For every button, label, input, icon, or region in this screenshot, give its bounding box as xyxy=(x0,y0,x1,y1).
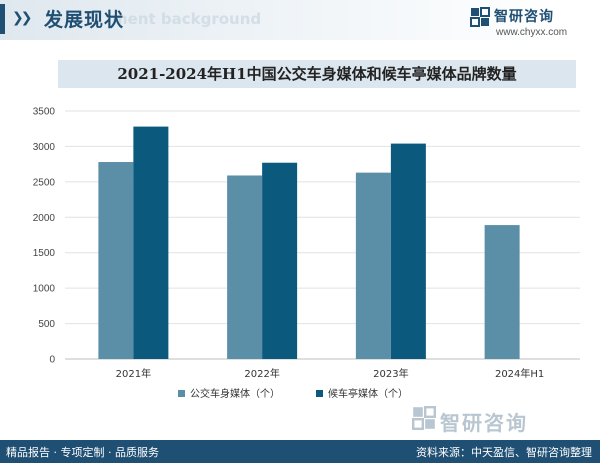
section-header: ❯❯ ment background 发展现状 智研咨询 www.chyxx.c… xyxy=(0,0,600,44)
legend-label: 公交车身媒体（个） xyxy=(190,387,280,400)
watermark-logo-icon xyxy=(412,406,436,430)
x-tick-label: 2021年 xyxy=(116,367,151,380)
legend-label: 候车亭媒体（个） xyxy=(328,387,408,400)
y-tick-label: 2000 xyxy=(33,213,56,224)
bar-bus-shelter xyxy=(133,126,169,360)
y-tick-label: 2500 xyxy=(33,177,56,188)
header-background xyxy=(0,0,560,40)
x-tick-label: 2022年 xyxy=(244,367,279,380)
y-tick-label: 0 xyxy=(49,355,55,366)
x-tick-label: 2024年H1 xyxy=(495,367,544,380)
bar-chart: 0 500 1000 1500 2000 2500 3000 3500 2021年 2022年 20… xyxy=(33,107,580,400)
watermark-text: 智研咨询 xyxy=(440,411,528,435)
y-tick-label: 3000 xyxy=(33,142,56,153)
y-tick-label: 1500 xyxy=(33,248,56,259)
chart-title-box: 2021-2024年H1中国公交车身媒体和候车亭媒体品牌数量 xyxy=(58,60,576,88)
brand: 智研咨询 www.chyxx.com xyxy=(470,5,590,41)
footer-source: 资料来源：中天盈信、智研咨询整理 xyxy=(416,446,592,459)
legend-swatch xyxy=(316,390,323,397)
y-tick-label: 3500 xyxy=(33,107,56,118)
brand-url: www.chyxx.com xyxy=(496,27,568,38)
bar-bus-shelter xyxy=(262,162,298,359)
header-accent-bar xyxy=(0,4,5,34)
footer-tagline: 精品报告 · 专项定制 · 品质服务 xyxy=(6,446,159,459)
bar-bus-shelter xyxy=(390,143,426,359)
brand-name: 智研咨询 xyxy=(494,9,554,25)
chevron-right-icon: ❯❯ xyxy=(12,10,33,26)
bar-bus-body xyxy=(355,172,391,359)
bar-bus-body xyxy=(98,162,134,359)
brand-logo-icon xyxy=(470,7,490,27)
x-tick-label: 2023年 xyxy=(373,367,408,380)
legend-swatch xyxy=(178,390,185,397)
section-subtitle: ment background xyxy=(112,10,262,28)
y-tick-label: 500 xyxy=(38,319,55,330)
y-tick-label: 1000 xyxy=(33,284,56,295)
bar-bus-body xyxy=(484,225,520,359)
bar-bus-body xyxy=(227,175,263,359)
footer: 精品报告 · 专项定制 · 品质服务 资料来源：中天盈信、智研咨询整理 xyxy=(0,440,600,463)
chart-title: 2021-2024年H1中国公交车身媒体和候车亭媒体品牌数量 xyxy=(117,65,517,83)
section-title: 发展现状 xyxy=(44,9,125,31)
